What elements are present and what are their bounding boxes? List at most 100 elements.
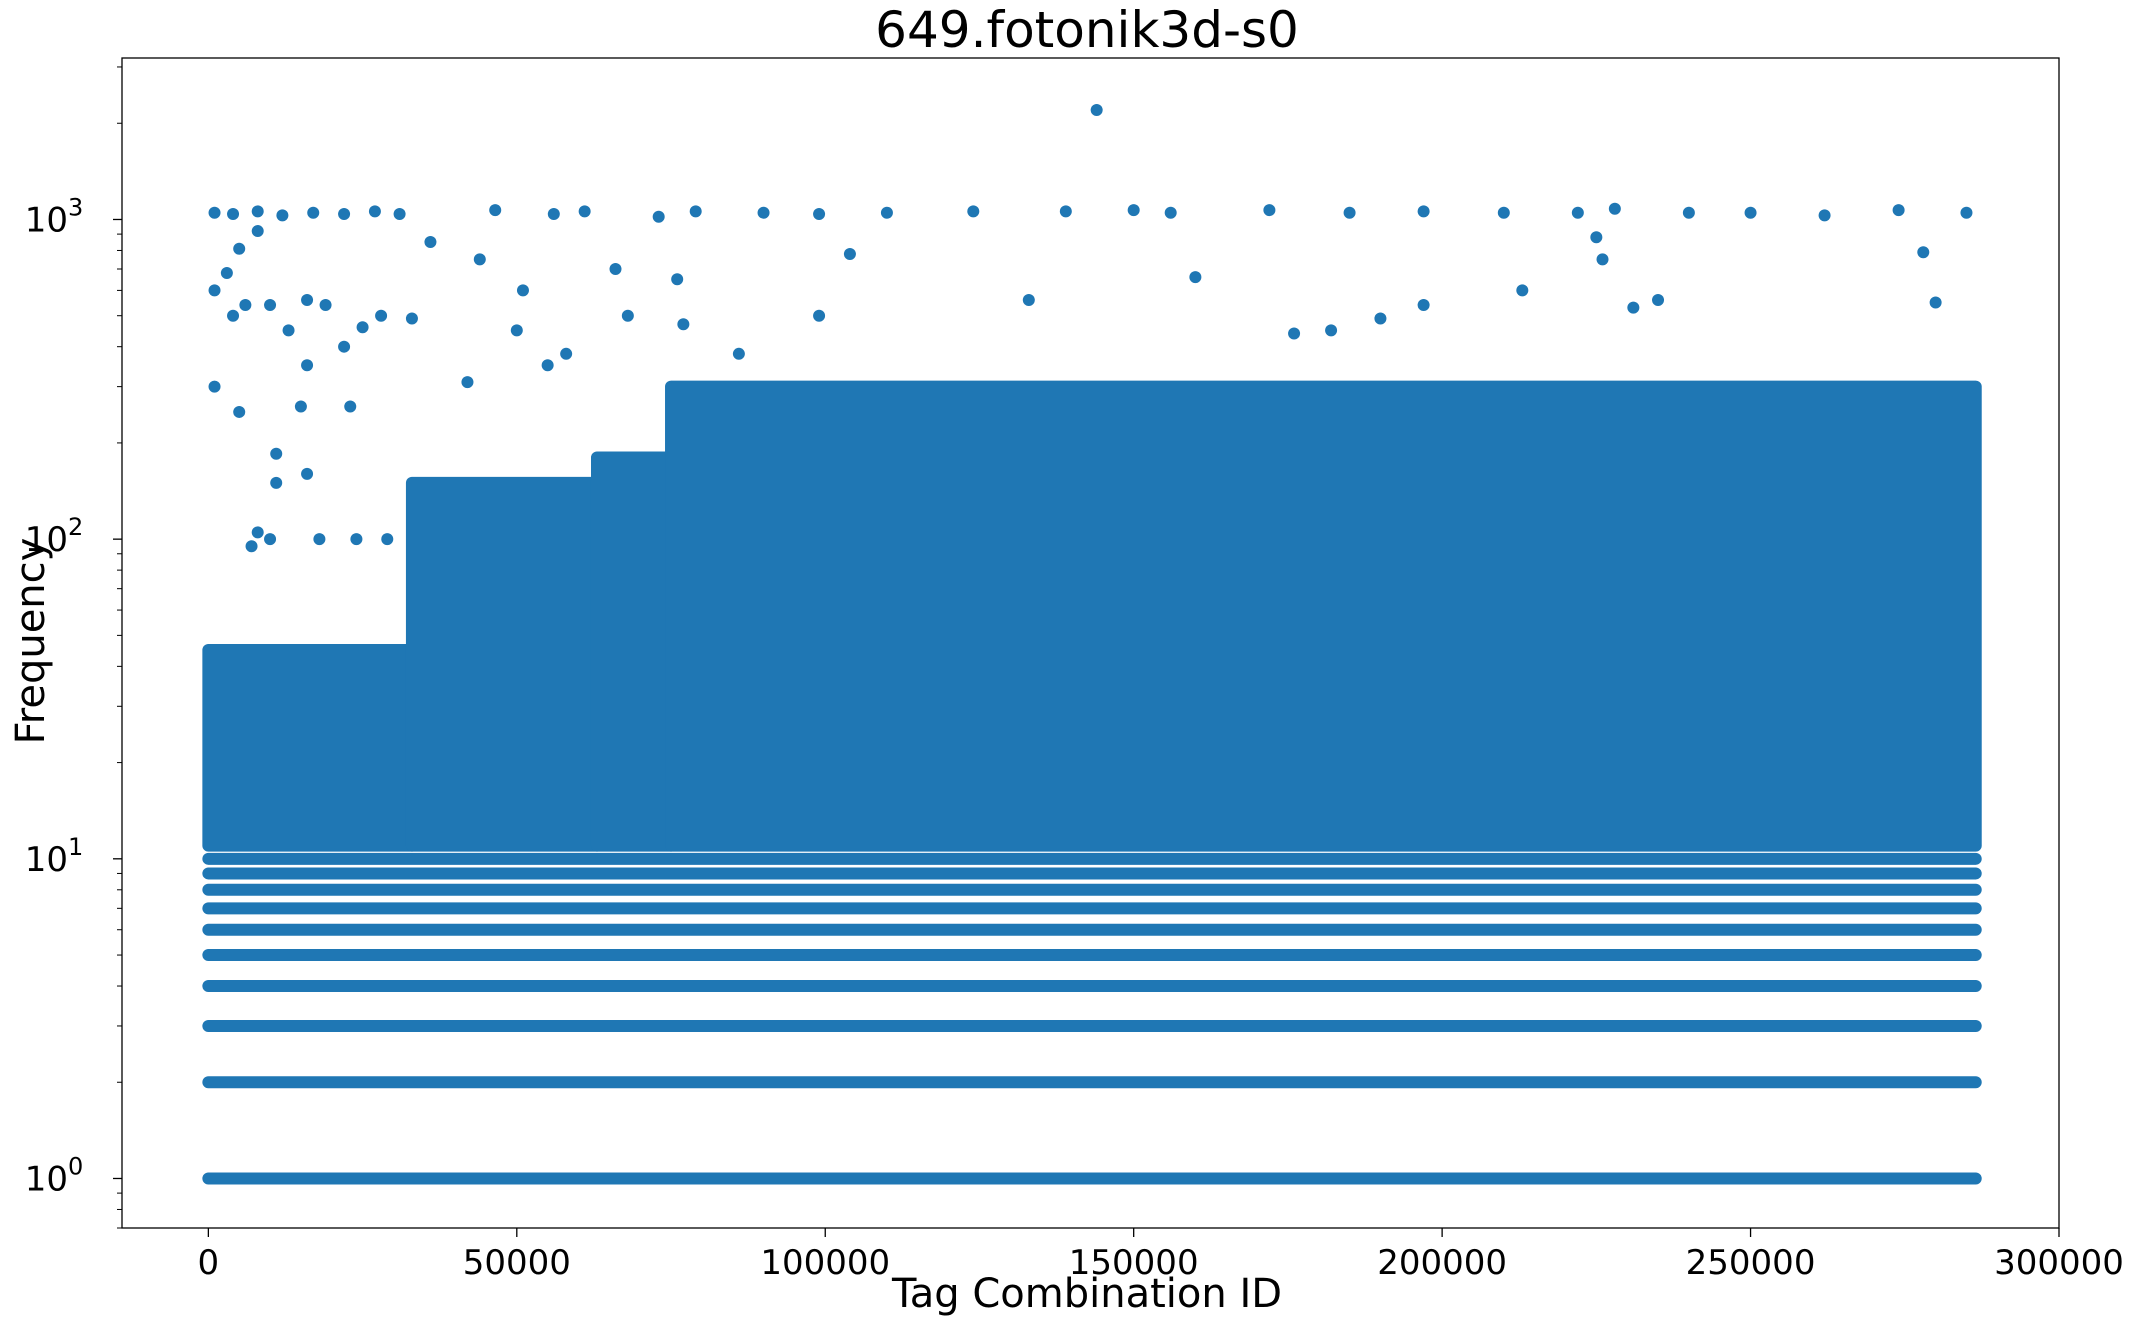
data-point — [307, 206, 320, 219]
data-point — [510, 324, 523, 337]
data-point — [757, 206, 770, 219]
data-point — [677, 318, 690, 331]
data-point — [239, 299, 252, 312]
data-point — [1022, 293, 1035, 306]
data-point — [393, 208, 406, 221]
data-point — [251, 225, 264, 238]
data-point — [1417, 299, 1430, 312]
data-point — [405, 312, 418, 325]
data-point — [578, 205, 591, 218]
data-point — [245, 540, 258, 553]
data-point — [1682, 206, 1695, 219]
data-point — [313, 533, 326, 546]
data-point — [251, 526, 264, 539]
data-point — [489, 204, 502, 217]
data-point — [880, 206, 893, 219]
data-point — [270, 476, 283, 489]
data-point — [350, 533, 363, 546]
dense-region-1 — [405, 476, 603, 852]
data-point — [1818, 209, 1831, 222]
data-point — [967, 205, 980, 218]
data-point — [1189, 271, 1202, 284]
data-point — [671, 273, 684, 286]
data-point — [621, 309, 634, 322]
data-point — [344, 400, 357, 413]
data-point — [220, 267, 233, 280]
data-point — [652, 210, 665, 223]
data-point — [1497, 206, 1510, 219]
data-point — [208, 380, 221, 393]
data-point — [264, 533, 277, 546]
data-point — [233, 242, 246, 255]
y-axis-label: Frequency — [8, 538, 54, 745]
dense-region-0 — [202, 644, 418, 852]
x-axis-label: Tag Combination ID — [891, 1271, 1282, 1317]
data-point — [1343, 206, 1356, 219]
data-point — [1652, 293, 1665, 306]
data-point — [1164, 206, 1177, 219]
data-point — [301, 359, 314, 372]
data-point — [356, 321, 369, 334]
data-point — [368, 205, 381, 218]
data-point — [813, 208, 826, 221]
data-point — [301, 467, 314, 480]
data-point — [1627, 301, 1640, 314]
data-point — [843, 247, 856, 260]
chart-title: 649.fotonik3d-s0 — [875, 1, 1299, 59]
axes: 0 50000 100000 150000 200000 250000 300000 100 1… — [25, 57, 2124, 1283]
x-tick-label: 200000 — [1377, 1243, 1507, 1283]
data-point — [1590, 231, 1603, 244]
data-point — [233, 405, 246, 418]
data-point — [560, 347, 573, 360]
data-point — [732, 347, 745, 360]
dense-region-3 — [665, 380, 1982, 852]
data-point — [1090, 104, 1103, 117]
y-tick-label: 102 — [25, 513, 84, 560]
data-point — [270, 447, 283, 460]
data-point — [1744, 206, 1757, 219]
data-point — [338, 208, 351, 221]
data-point — [294, 400, 307, 413]
data-point — [301, 293, 314, 306]
data-point — [282, 324, 295, 337]
x-tick-label: 50000 — [463, 1243, 571, 1283]
x-tick-label: 100000 — [760, 1243, 890, 1283]
data-point — [813, 309, 826, 322]
data-point — [1417, 205, 1430, 218]
data-point — [1929, 296, 1942, 309]
data-point — [208, 206, 221, 219]
data-point — [1263, 204, 1276, 217]
x-tick-label: 250000 — [1686, 1243, 1816, 1283]
data-point — [208, 284, 221, 297]
data-point — [424, 236, 437, 249]
data-point — [264, 299, 277, 312]
data-point — [541, 359, 554, 372]
data-point — [1288, 327, 1301, 340]
data-point — [319, 299, 332, 312]
data-point — [473, 253, 486, 266]
data-point — [1571, 206, 1584, 219]
data-point — [227, 208, 240, 221]
data-point — [375, 309, 388, 322]
data-point — [516, 284, 529, 297]
data-point — [609, 262, 622, 275]
data-point — [547, 208, 560, 221]
x-tick-label: 150000 — [1069, 1243, 1199, 1283]
y-tick-label: 101 — [25, 833, 84, 880]
data-point — [1374, 312, 1387, 325]
data-point — [1059, 205, 1072, 218]
axes-frame — [121, 57, 2060, 1229]
data-point — [227, 309, 240, 322]
data-point — [1325, 324, 1338, 337]
data-point — [338, 340, 351, 353]
data-point — [689, 205, 702, 218]
x-tick-label: 0 — [198, 1243, 220, 1283]
data-point — [1917, 246, 1930, 259]
x-tick-label: 300000 — [1994, 1243, 2124, 1283]
y-tick-label: 103 — [25, 193, 84, 240]
data-point — [1516, 284, 1529, 297]
data-point — [1892, 204, 1905, 217]
data-point — [461, 376, 474, 389]
data-point — [276, 209, 289, 222]
